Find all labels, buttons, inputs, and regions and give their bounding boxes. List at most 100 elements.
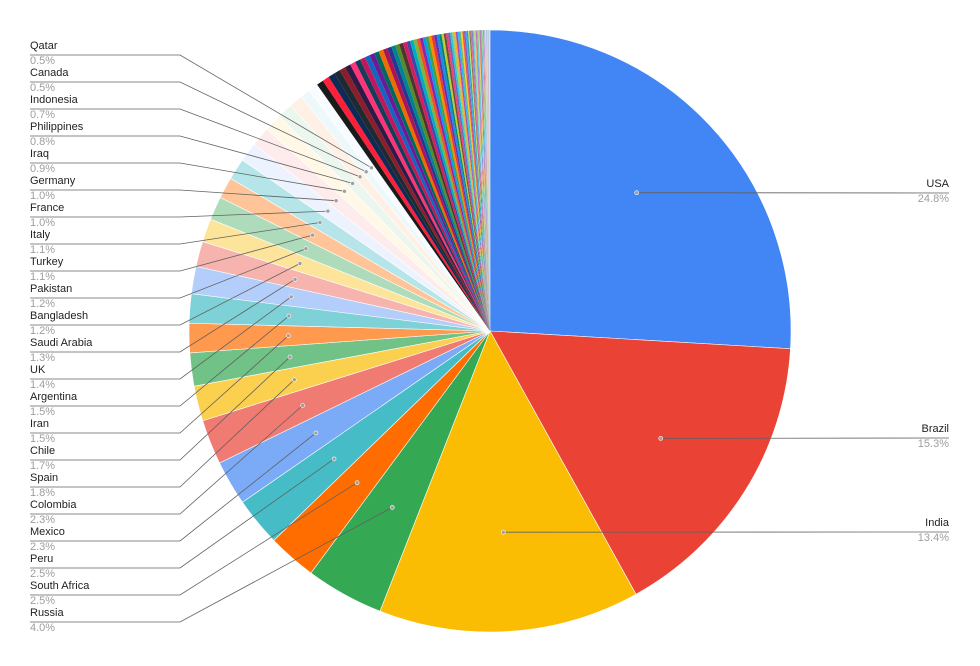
slice-minor-74 (471, 30, 490, 332)
slice-minor-40 (391, 45, 490, 331)
slice-minor-78 (475, 30, 490, 331)
value-canada: 0.5% (30, 82, 55, 94)
slice-minor-58 (445, 32, 490, 331)
anchor-dot-colombia (300, 403, 305, 408)
slice-minor-83 (480, 30, 490, 331)
value-philippines: 0.8% (30, 136, 55, 148)
slice-minor-31 (350, 61, 490, 331)
slice-minor-55 (439, 33, 490, 332)
slice-minor-85 (481, 30, 490, 331)
leader-line-chile (30, 356, 291, 461)
slice-minor-26 (322, 76, 490, 331)
leader-line-uk (30, 296, 292, 380)
slice-minor-54 (436, 34, 490, 331)
leader-line-south-africa (30, 482, 358, 596)
slice-minor-51 (428, 35, 490, 331)
slice-minor-34 (364, 55, 490, 332)
slice-minor-27 (328, 73, 490, 332)
slice-minor-101 (488, 29, 490, 332)
leader-line-iraq (30, 162, 345, 192)
value-bangladesh: 1.2% (30, 325, 55, 337)
label-uk: UK (30, 364, 46, 376)
slice-minor-32 (355, 59, 490, 331)
label-turkey: Turkey (30, 256, 64, 268)
anchor-dot-russia (389, 505, 395, 510)
slice-minor-28 (334, 70, 490, 332)
value-colombia: 2.3% (30, 514, 55, 526)
slice-minor-98 (488, 30, 490, 331)
label-france: France (30, 202, 64, 214)
anchor-dot-india (500, 529, 506, 535)
slice-minor-84 (480, 30, 490, 332)
slice-minor-38 (383, 48, 490, 331)
leader-line-canada (30, 81, 367, 173)
value-chile: 1.7% (30, 460, 55, 472)
leader-line-colombia (30, 405, 303, 515)
slice-minor-66 (460, 31, 490, 332)
slice-minor-59 (448, 32, 490, 332)
value-france: 1.0% (30, 217, 55, 229)
value-qatar: 0.5% (30, 55, 55, 67)
leader-line-pakistan (30, 248, 307, 299)
anchor-dot-iran (286, 333, 291, 339)
label-iraq: Iraq (30, 148, 49, 160)
leader-line-germany (30, 189, 337, 202)
slice-minor-48 (419, 37, 490, 332)
label-bangladesh: Bangladesh (30, 310, 88, 322)
value-south-africa: 2.5% (30, 595, 55, 607)
anchor-dot-argentina (286, 313, 292, 319)
slice-minor-43 (402, 41, 490, 331)
slice-minor-87 (482, 30, 490, 331)
slice-minor-41 (395, 44, 490, 332)
value-mexico: 2.3% (30, 541, 55, 553)
slice-minor-97 (487, 30, 490, 331)
label-saudi-arabia: Saudi Arabia (30, 337, 93, 349)
value-brazil: 15.3% (918, 438, 949, 450)
slice-brazil (489, 330, 791, 595)
label-russia: Russia (30, 607, 65, 619)
slice-minor-79 (476, 30, 490, 331)
slice-minor-94 (486, 30, 490, 331)
anchor-dot-south-africa (354, 480, 360, 486)
label-germany: Germany (30, 175, 76, 187)
slice-minor-77 (474, 30, 490, 332)
value-iran: 1.5% (30, 433, 55, 445)
anchor-dot-spain (291, 377, 297, 383)
anchor-dot-iraq (342, 189, 347, 194)
slice-minor-57 (443, 33, 490, 331)
slice-minor-86 (482, 30, 490, 332)
slice-minor-93 (486, 30, 490, 332)
slice-minor-49 (422, 36, 490, 331)
anchor-dot-bangladesh (297, 261, 303, 266)
slice-minor-39 (387, 46, 490, 332)
anchor-dot-italy (317, 220, 323, 225)
slice-minor-95 (486, 30, 490, 331)
anchor-dot-saudi-arabia (292, 276, 298, 282)
label-brazil: Brazil (921, 423, 949, 435)
value-usa: 24.8% (918, 193, 949, 205)
leader-line-turkey (30, 234, 313, 272)
label-colombia: Colombia (30, 499, 77, 511)
slice-minor-99 (488, 29, 490, 332)
label-mexico: Mexico (30, 526, 65, 538)
slice-minor-91 (485, 30, 490, 332)
leader-line-indonesia (30, 108, 361, 178)
slice-minor-100 (488, 29, 490, 332)
label-south-africa: South Africa (30, 580, 90, 592)
leader-line-philippines (30, 135, 353, 184)
label-india: India (925, 517, 950, 529)
slice-minor-44 (406, 40, 490, 332)
slice-minor-103 (489, 29, 490, 332)
label-indonesia: Indonesia (30, 94, 79, 106)
value-indonesia: 0.7% (30, 109, 55, 121)
slice-minor-96 (487, 30, 490, 331)
leader-line-iran (30, 335, 289, 434)
anchor-dot-indonesia (357, 174, 363, 180)
slice-minor-63 (455, 31, 490, 332)
leader-line-italy (30, 222, 321, 245)
value-russia: 4.0% (30, 622, 55, 634)
label-argentina: Argentina (30, 391, 78, 403)
anchor-dot-uk (288, 294, 294, 300)
leader-line-saudi-arabia (30, 278, 296, 353)
